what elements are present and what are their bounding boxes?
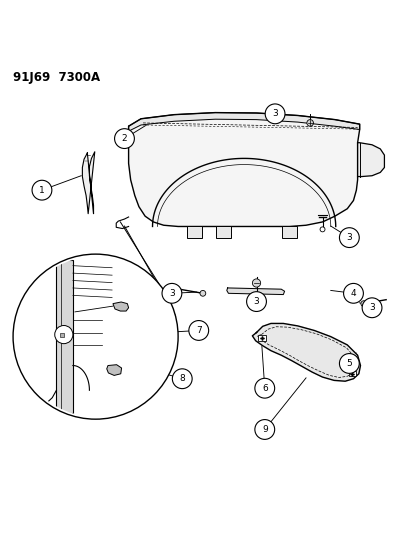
Text: 2: 2 [121, 134, 127, 143]
Text: 6: 6 [261, 384, 267, 393]
Text: 3: 3 [253, 297, 259, 306]
Text: 91J69  7300A: 91J69 7300A [13, 70, 100, 84]
Text: 4: 4 [350, 289, 356, 298]
Circle shape [343, 284, 363, 303]
Polygon shape [226, 288, 284, 295]
Text: 7: 7 [195, 326, 201, 335]
Circle shape [265, 104, 284, 124]
Text: 1: 1 [39, 185, 45, 195]
Circle shape [246, 292, 266, 311]
Circle shape [55, 326, 73, 344]
Circle shape [172, 369, 192, 389]
Circle shape [254, 378, 274, 398]
Circle shape [306, 119, 313, 126]
Bar [348, 371, 355, 376]
Circle shape [188, 320, 208, 341]
Circle shape [161, 284, 181, 303]
Circle shape [114, 128, 134, 149]
Text: 3: 3 [368, 303, 374, 312]
Polygon shape [252, 324, 360, 381]
Bar [187, 227, 202, 238]
Text: 8: 8 [179, 374, 185, 383]
Circle shape [339, 228, 358, 247]
Text: 3: 3 [169, 289, 174, 298]
Polygon shape [107, 365, 121, 375]
Bar [281, 227, 296, 238]
Circle shape [254, 419, 274, 439]
Circle shape [252, 279, 260, 287]
Bar [257, 335, 266, 341]
Circle shape [319, 227, 324, 232]
Circle shape [199, 290, 205, 296]
Polygon shape [113, 302, 128, 311]
Bar [59, 333, 64, 337]
Polygon shape [128, 112, 359, 227]
Bar [216, 227, 230, 238]
Circle shape [339, 353, 358, 373]
Polygon shape [82, 152, 95, 214]
Bar [56, 260, 73, 413]
Circle shape [13, 254, 178, 419]
Text: 3: 3 [346, 233, 351, 242]
Circle shape [360, 301, 366, 306]
Text: 9: 9 [261, 425, 267, 434]
Circle shape [361, 298, 381, 318]
Polygon shape [128, 112, 359, 131]
Text: 5: 5 [346, 359, 351, 368]
Polygon shape [357, 143, 384, 176]
Text: 3: 3 [272, 109, 277, 118]
Circle shape [32, 180, 52, 200]
